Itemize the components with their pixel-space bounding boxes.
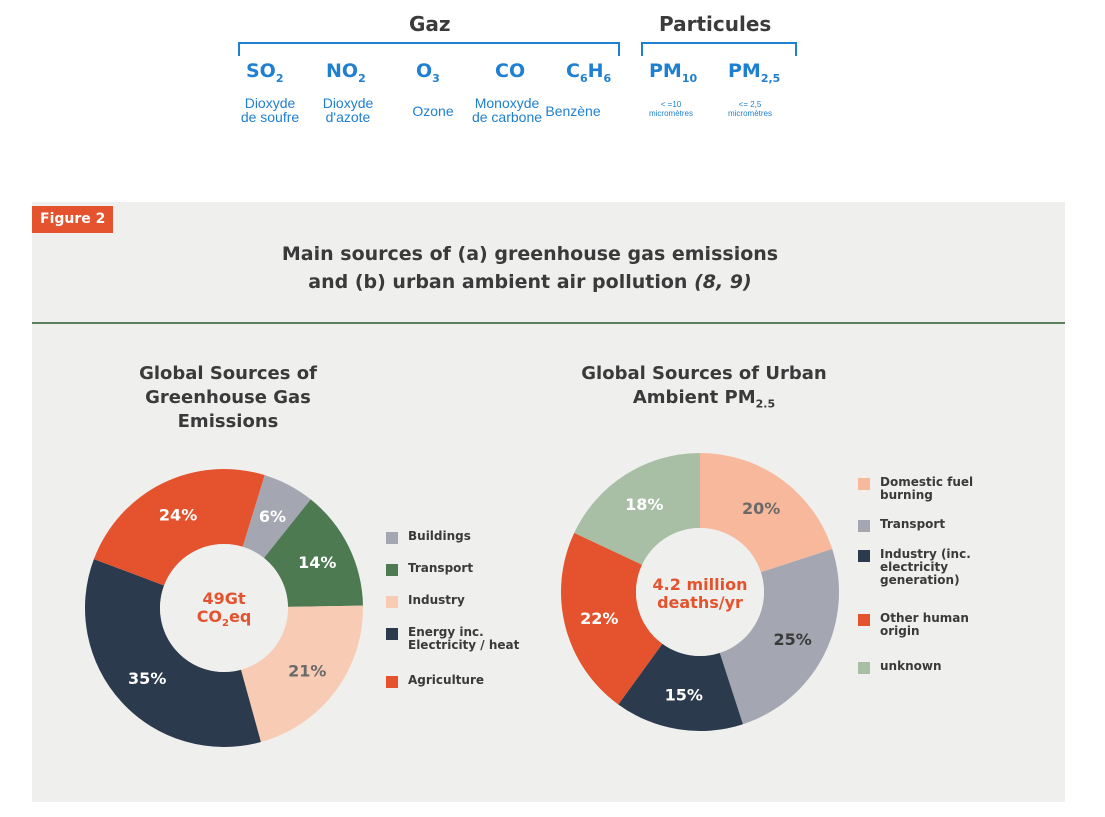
group-label-gaz: Gaz xyxy=(409,12,451,36)
gas-symbol-o3: O3 xyxy=(416,60,440,85)
legend-item-industry-b: Industry (inc. electricity generation) xyxy=(858,548,971,587)
legend-swatch xyxy=(386,564,398,576)
chart-a-slice-transport xyxy=(263,499,363,607)
gas-name-pm25: <= 2,5 micromètres xyxy=(727,100,772,118)
legend-item-transport: Transport xyxy=(386,562,473,576)
figure-title-line2: and (b) urban ambient air pollution xyxy=(308,271,688,293)
legend-swatch xyxy=(858,520,870,532)
figure-citation: (8, 9) xyxy=(694,271,752,293)
legend-swatch xyxy=(386,596,398,608)
gas-name-no2: Dioxyde d'azote xyxy=(322,95,374,125)
chart-b-center-line1: 4.2 million xyxy=(653,575,748,594)
chart-a-donut-hole xyxy=(160,544,288,672)
figure-title-line1: Main sources of (a) greenhouse gas emiss… xyxy=(281,243,779,265)
chart-a-slice-label: 24% xyxy=(159,506,197,525)
legend-item-energy: Energy inc. Electricity / heat xyxy=(386,626,519,652)
legend-item-transport-b: Transport xyxy=(858,518,945,532)
legend-item-domestic-fuel: Domestic fuel burning xyxy=(858,476,973,502)
gas-symbol-no2: NO2 xyxy=(326,60,366,85)
gas-symbol-pm25: PM2,5 xyxy=(728,60,781,85)
chart-b-title: Global Sources of Urban Ambient PM2.5 xyxy=(581,363,827,411)
gas-symbol-co: CO xyxy=(495,60,526,82)
chart-a-slice-label: 6% xyxy=(259,507,286,526)
chart-a-slice-label: 21% xyxy=(288,661,326,680)
chart-b-slice-label: 22% xyxy=(580,609,618,628)
gas-name-so2: Dioxyde de soufre xyxy=(240,95,300,125)
gas-symbol-c6h6: C6H6 xyxy=(566,60,612,85)
legend-item-industry: Industry xyxy=(386,594,465,608)
chart-a-slice-industry xyxy=(240,605,363,743)
panel-divider xyxy=(32,322,1065,324)
gas-name-co: Monoxyde de carbone xyxy=(471,95,543,125)
particules-bracket xyxy=(641,42,797,56)
gas-name-pm10: < =10 micromètres xyxy=(648,100,693,118)
legend-item-buildings: Buildings xyxy=(386,530,471,544)
legend-swatch xyxy=(858,478,870,490)
figure-badge: Figure 2 xyxy=(32,206,114,233)
legend-item-unknown: unknown xyxy=(858,660,941,674)
chart-b-slice-industry-inc-electricity-generation xyxy=(618,643,743,731)
legend-swatch xyxy=(858,550,870,562)
pollutants-header: Gaz Particules SO2 NO2 O3 CO C6H6 PM10 P… xyxy=(0,0,1105,170)
chart-b-slice-other-human-origin xyxy=(561,532,663,705)
chart-b-slice-label: 18% xyxy=(625,495,663,514)
legend-swatch xyxy=(858,662,870,674)
legend-swatch xyxy=(386,532,398,544)
chart-b-slice-domestic-fuel-burning xyxy=(700,453,833,573)
chart-b-slice-unknown xyxy=(574,453,700,565)
chart-b-center-line2: deaths/yr xyxy=(657,593,743,612)
chart-b-legend: Domestic fuel burning Transport Industry … xyxy=(858,476,1008,676)
gas-symbol-so2: SO2 xyxy=(246,60,284,85)
chart-a-center-unit: CO2eq xyxy=(197,607,252,629)
gas-name-o3: Ozone xyxy=(412,103,454,119)
chart-b-slice-transport xyxy=(719,549,839,725)
legend-swatch xyxy=(858,614,870,626)
chart-b-donut-hole xyxy=(636,528,764,656)
chart-a-slice-energy-inc-electricity-heat xyxy=(84,559,261,747)
chart-a-center-total: 49Gt xyxy=(202,589,245,608)
chart-a-slice-buildings xyxy=(242,475,311,558)
legend-swatch xyxy=(386,676,398,688)
chart-a-title: Global Sources of Greenhouse Gas Emissio… xyxy=(139,363,317,432)
gas-symbol-pm10: PM10 xyxy=(649,60,698,85)
chart-b-slice-label: 25% xyxy=(774,630,812,649)
legend-item-other-human: Other human origin xyxy=(858,612,969,638)
legend-item-agriculture: Agriculture xyxy=(386,674,484,688)
figure-title: Main sources of (a) greenhouse gas emiss… xyxy=(160,240,900,296)
chart-b-slice-label: 15% xyxy=(665,686,703,705)
chart-a-slice-label: 14% xyxy=(298,553,336,572)
gaz-bracket xyxy=(238,42,620,56)
chart-a-legend: Buildings Transport Industry Energy inc.… xyxy=(386,530,546,700)
gas-name-c6h6: Benzène xyxy=(545,103,601,119)
chart-a-slice-label: 35% xyxy=(128,669,166,688)
chart-a-slice-agriculture xyxy=(93,469,265,586)
chart-b-slice-label: 20% xyxy=(742,499,780,518)
group-label-particules: Particules xyxy=(659,12,772,36)
legend-swatch xyxy=(386,628,398,640)
